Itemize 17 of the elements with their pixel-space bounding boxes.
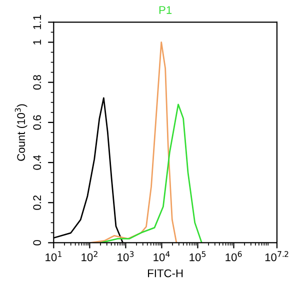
x-tick-label: 10$^{3}$ — [118, 251, 134, 262]
y-tick-label: 1.1 — [33, 15, 41, 30]
x-tick-label: 10$^{7.2}$ — [265, 251, 288, 262]
y-tick-label: 0.8 — [33, 75, 42, 90]
x-tick-label: 10$^{1}$ — [46, 251, 62, 262]
y-axis-title: Count (10$^{3}$) — [14, 104, 28, 161]
y-tick-label: 0.2 — [33, 195, 42, 210]
x-tick-label: 10$^{4}$ — [154, 251, 170, 262]
x-tick-label: 10$^{5}$ — [190, 251, 206, 262]
y-tick-label: 0.6 — [33, 115, 42, 130]
y-tick-label: 0.4 — [33, 155, 42, 170]
x-axis-title: FITC-H — [148, 269, 183, 278]
x-tick-label: 10$^{6}$ — [226, 251, 242, 262]
chart-title: P1 — [159, 6, 172, 14]
y-tick-label: 0 — [33, 240, 42, 246]
y-tick-label: 1 — [33, 40, 41, 44]
x-tick-label: 10$^{2}$ — [82, 251, 98, 262]
